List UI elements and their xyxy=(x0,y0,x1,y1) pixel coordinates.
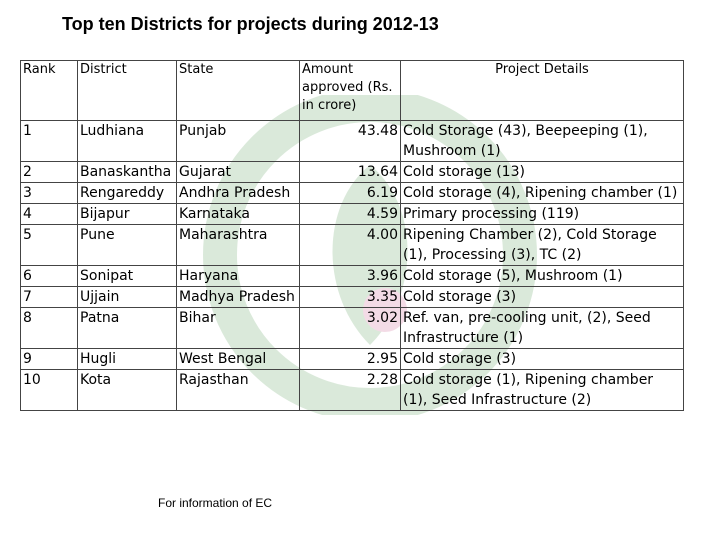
state-cell: Rajasthan xyxy=(176,369,300,411)
state-cell: West Bengal xyxy=(176,348,300,370)
amount-cell: 3.02 xyxy=(299,307,401,349)
state-cell: Haryana xyxy=(176,265,300,287)
rank-cell: 5 xyxy=(20,224,78,266)
rank-cell: 8 xyxy=(20,307,78,349)
rank-cell: 4 xyxy=(20,203,78,225)
column-header-state: State xyxy=(176,60,300,121)
rank-cell: 6 xyxy=(20,265,78,287)
rank-cell: 3 xyxy=(20,182,78,204)
state-cell: Maharashtra xyxy=(176,224,300,266)
table-row: 10 Kota Rajasthan 2.28 Cold storage (1),… xyxy=(20,369,684,411)
district-cell: Kota xyxy=(77,369,177,411)
column-header-district: District xyxy=(77,60,177,121)
state-cell: Punjab xyxy=(176,120,300,162)
amount-cell: 13.64 xyxy=(299,161,401,183)
district-cell: Patna xyxy=(77,307,177,349)
amount-cell: 2.95 xyxy=(299,348,401,370)
column-header-amount: Amount approved (Rs. in crore) xyxy=(299,60,401,121)
district-cell: Hugli xyxy=(77,348,177,370)
details-cell: Cold storage (5), Mushroom (1) xyxy=(400,265,684,287)
table-row: 2 Banaskantha Gujarat 13.64 Cold storage… xyxy=(20,161,684,183)
page-title: Top ten Districts for projects during 20… xyxy=(62,14,439,34)
column-header-details: Project Details xyxy=(400,60,684,121)
details-cell: Primary processing (119) xyxy=(400,203,684,225)
rank-cell: 10 xyxy=(20,369,78,411)
table-row: 6 Sonipat Haryana 3.96 Cold storage (5),… xyxy=(20,265,684,287)
amount-cell: 3.96 xyxy=(299,265,401,287)
column-header-rank: Rank xyxy=(20,60,78,121)
district-cell: Ujjain xyxy=(77,286,177,308)
state-cell: Andhra Pradesh xyxy=(176,182,300,204)
table-row: 1 Ludhiana Punjab 43.48 Cold Storage (43… xyxy=(20,120,684,162)
amount-cell: 6.19 xyxy=(299,182,401,204)
table-row: 5 Pune Maharashtra 4.00 Ripening Chamber… xyxy=(20,224,684,266)
details-cell: Cold storage (13) xyxy=(400,161,684,183)
details-cell: Cold storage (4), Ripening chamber (1) xyxy=(400,182,684,204)
state-cell: Karnataka xyxy=(176,203,300,225)
details-cell: Ref. van, pre-cooling unit, (2), Seed In… xyxy=(400,307,684,349)
table-row: 4 Bijapur Karnataka 4.59 Primary process… xyxy=(20,203,684,225)
table-row: 3 Rengareddy Andhra Pradesh 6.19 Cold st… xyxy=(20,182,684,204)
details-cell: Cold storage (3) xyxy=(400,286,684,308)
details-cell: Ripening Chamber (2), Cold Storage (1), … xyxy=(400,224,684,266)
state-cell: Bihar xyxy=(176,307,300,349)
details-cell: Cold Storage (43), Beepeeping (1), Mushr… xyxy=(400,120,684,162)
amount-cell: 4.59 xyxy=(299,203,401,225)
district-cell: Sonipat xyxy=(77,265,177,287)
district-cell: Rengareddy xyxy=(77,182,177,204)
amount-cell: 43.48 xyxy=(299,120,401,162)
districts-table: Rank District State Amount approved (Rs.… xyxy=(20,60,684,411)
rank-cell: 1 xyxy=(20,120,78,162)
table-row: 9 Hugli West Bengal 2.95 Cold storage (3… xyxy=(20,348,684,370)
rank-cell: 9 xyxy=(20,348,78,370)
table-row: 7 Ujjain Madhya Pradesh 3.35 Cold storag… xyxy=(20,286,684,308)
details-cell: Cold storage (3) xyxy=(400,348,684,370)
amount-cell: 3.35 xyxy=(299,286,401,308)
rank-cell: 2 xyxy=(20,161,78,183)
table-header-row: Rank District State Amount approved (Rs.… xyxy=(20,60,684,121)
state-cell: Gujarat xyxy=(176,161,300,183)
district-cell: Ludhiana xyxy=(77,120,177,162)
amount-cell: 2.28 xyxy=(299,369,401,411)
table-row: 8 Patna Bihar 3.02 Ref. van, pre-cooling… xyxy=(20,307,684,349)
district-cell: Bijapur xyxy=(77,203,177,225)
footer-note: For information of EC xyxy=(158,496,273,510)
rank-cell: 7 xyxy=(20,286,78,308)
district-cell: Pune xyxy=(77,224,177,266)
amount-cell: 4.00 xyxy=(299,224,401,266)
state-cell: Madhya Pradesh xyxy=(176,286,300,308)
details-cell: Cold storage (1), Ripening chamber (1), … xyxy=(400,369,684,411)
district-cell: Banaskantha xyxy=(77,161,177,183)
